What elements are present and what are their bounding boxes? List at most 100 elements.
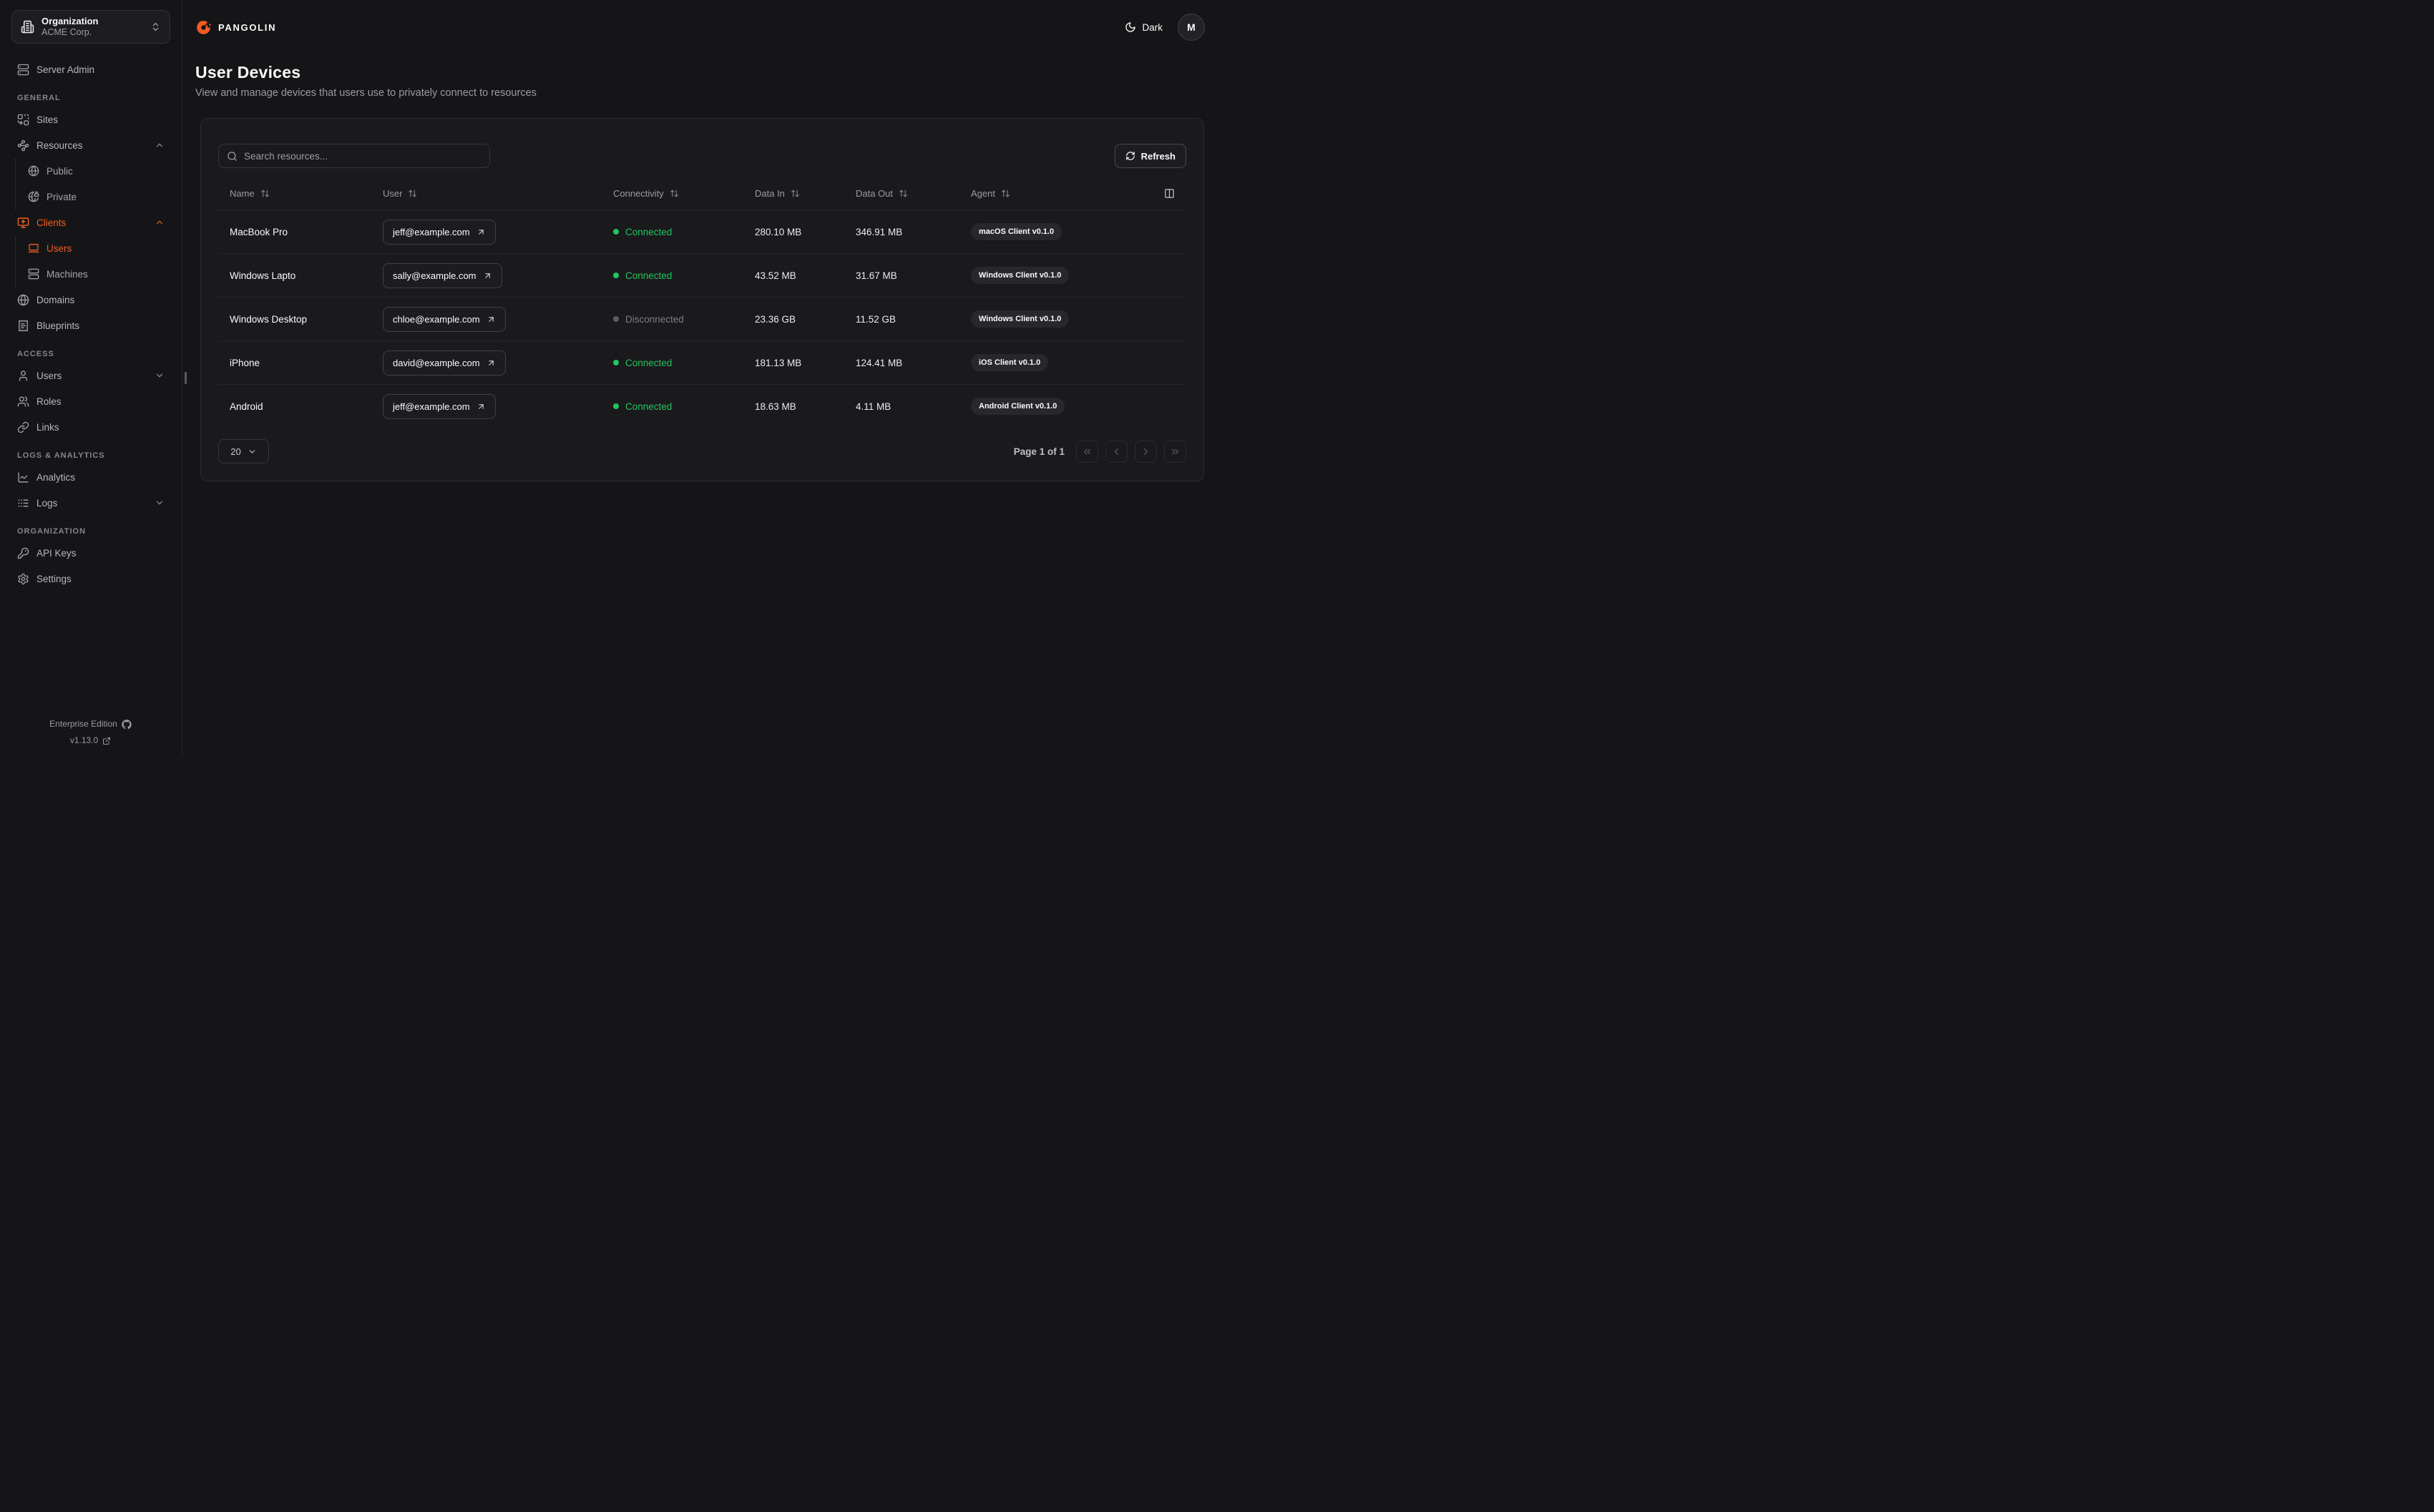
agent-badge: iOS Client v0.1.0 (971, 354, 1049, 371)
sidebar: Organization ACME Corp. Server Admin GEN… (0, 0, 182, 756)
globe-icon (28, 165, 39, 177)
sidebar-item-sites[interactable]: Sites (11, 107, 170, 132)
version-label: v1.13.0 (69, 735, 99, 746)
column-settings-button[interactable] (1131, 188, 1186, 199)
sidebar-item-label: Analytics (36, 471, 76, 483)
device-name: MacBook Pro (230, 226, 288, 237)
user-link-button[interactable]: david@example.com (383, 350, 506, 375)
sidebar-item-label: Roles (36, 396, 62, 407)
clients-subnav: Users Machines (15, 235, 170, 287)
first-page-button[interactable] (1076, 440, 1098, 463)
brand[interactable]: PANGOLIN (195, 19, 276, 36)
sidebar-item-label: API Keys (36, 547, 77, 559)
avatar[interactable]: M (1178, 14, 1205, 41)
sidebar-item-server-admin[interactable]: Server Admin (11, 57, 170, 82)
sort-icon[interactable] (670, 189, 679, 198)
column-header-name[interactable]: Name (218, 188, 371, 199)
user-link-button[interactable]: sally@example.com (383, 262, 502, 288)
table-header-row: Name User Connectivity Data In Data Out (218, 177, 1186, 210)
search-icon (227, 151, 238, 162)
sidebar-item-public[interactable]: Public (25, 158, 170, 184)
sidebar-item-clients-users[interactable]: Users (25, 235, 170, 261)
sort-icon[interactable] (899, 189, 908, 198)
sidebar-item-api-keys[interactable]: API Keys (11, 540, 170, 566)
column-header-user[interactable]: User (371, 188, 602, 199)
sidebar-item-label: Users (36, 370, 62, 381)
sidebar-item-logs[interactable]: Logs (11, 490, 170, 516)
sidebar-item-links[interactable]: Links (11, 414, 170, 440)
arrow-up-right-icon (487, 315, 496, 324)
connectivity-status: Connected (613, 358, 743, 368)
last-page-button[interactable] (1164, 440, 1186, 463)
chevrons-right-icon (1170, 446, 1181, 457)
chevrons-left-icon (1082, 446, 1093, 457)
data-out-value: 31.67 MB (856, 270, 897, 281)
sidebar-item-analytics[interactable]: Analytics (11, 464, 170, 490)
sidebar-item-resources[interactable]: Resources (11, 132, 170, 158)
sidebar-item-label: Public (47, 165, 73, 177)
status-dot (613, 229, 619, 235)
column-label: Agent (971, 187, 995, 199)
user-link-button[interactable]: jeff@example.com (383, 219, 496, 245)
data-out-value: 124.41 MB (856, 357, 903, 368)
status-label: Connected (625, 357, 673, 368)
search-input[interactable] (244, 150, 482, 162)
search-box (218, 144, 490, 168)
sort-icon[interactable] (408, 189, 417, 198)
sidebar-item-settings[interactable]: Settings (11, 566, 170, 591)
user-link-button[interactable]: chloe@example.com (383, 306, 506, 332)
page-size-value: 20 (230, 446, 241, 457)
sidebar-scrollbar-thumb[interactable] (185, 372, 187, 384)
github-icon (122, 720, 132, 730)
column-label: Name (230, 187, 255, 199)
section-label-logs-analytics: LOGS & ANALYTICS (17, 451, 105, 460)
previous-page-button[interactable] (1105, 440, 1128, 463)
chevron-down-icon (155, 498, 165, 508)
sort-icon[interactable] (1001, 189, 1010, 198)
sidebar-item-private[interactable]: Private (25, 184, 170, 210)
arrow-up-right-icon (487, 358, 496, 368)
chevron-left-icon (1111, 446, 1122, 457)
sidebar-item-users[interactable]: Users (11, 363, 170, 388)
sidebar-item-domains[interactable]: Domains (11, 287, 170, 313)
user-link-button[interactable]: jeff@example.com (383, 393, 496, 419)
next-page-button[interactable] (1135, 440, 1157, 463)
sidebar-item-label: Links (36, 421, 59, 433)
org-selector[interactable]: Organization ACME Corp. (11, 10, 170, 44)
version-row[interactable]: v1.13.0 (0, 732, 181, 749)
column-label: Data Out (856, 187, 894, 199)
column-header-agent[interactable]: Agent (959, 188, 1131, 199)
edition-row[interactable]: Enterprise Edition (0, 716, 181, 732)
avatar-initial: M (1187, 21, 1196, 33)
monitor-up-icon (17, 217, 29, 229)
refresh-label: Refresh (1140, 150, 1176, 162)
sidebar-item-blueprints[interactable]: Blueprints (11, 313, 170, 338)
refresh-button[interactable]: Refresh (1114, 144, 1186, 168)
chevrons-up-down-icon (150, 21, 161, 32)
sort-icon[interactable] (260, 189, 270, 198)
data-in-value: 280.10 MB (755, 226, 802, 237)
page-size-select[interactable]: 20 (218, 439, 269, 463)
data-in-value: 181.13 MB (755, 357, 802, 368)
globe-icon (17, 294, 29, 306)
pagination: Page 1 of 1 (1014, 440, 1186, 463)
column-header-data-out[interactable]: Data Out (844, 188, 959, 199)
agent-badge: Windows Client v0.1.0 (971, 267, 1070, 284)
devices-card: Refresh Name User Connectivity Data In (200, 118, 1204, 481)
column-header-connectivity[interactable]: Connectivity (602, 188, 743, 199)
data-in-value: 43.52 MB (755, 270, 796, 281)
theme-toggle[interactable]: Dark (1125, 21, 1163, 33)
link-icon (17, 421, 29, 433)
device-name: Android (230, 401, 263, 412)
external-link-icon (102, 737, 111, 745)
chart-line-icon (17, 471, 29, 483)
sort-icon[interactable] (791, 189, 800, 198)
column-header-data-in[interactable]: Data In (743, 188, 844, 199)
sidebar-item-clients[interactable]: Clients (11, 210, 170, 235)
sidebar-item-machines[interactable]: Machines (25, 261, 170, 287)
status-label: Connected (625, 226, 673, 237)
sidebar-item-label: Sites (36, 114, 59, 125)
refresh-icon (1125, 151, 1135, 161)
sidebar-item-roles[interactable]: Roles (11, 388, 170, 414)
main-content: PANGOLIN Dark M User Devices View and ma… (182, 0, 1217, 756)
